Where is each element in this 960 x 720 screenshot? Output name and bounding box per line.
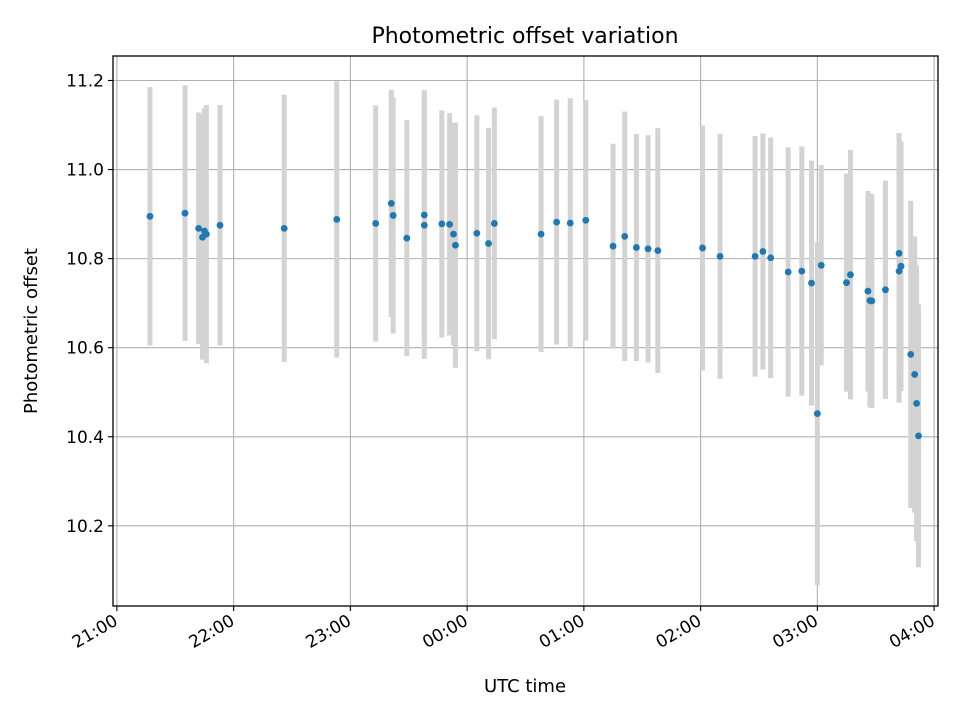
data-point [716,253,724,260]
data-point [537,230,545,238]
data-point [907,350,915,358]
data-point [582,216,590,224]
data-point [751,253,759,260]
data-point [420,221,428,229]
data-point [847,271,854,279]
data-point [609,242,617,250]
data-point [280,224,288,232]
data-point [644,245,652,253]
data-point [864,287,872,295]
data-point [372,220,380,227]
y-tick-label: 10.4 [66,428,104,448]
data-point [868,297,876,305]
data-points [146,200,922,440]
data-point [446,220,454,228]
data-point [767,254,775,262]
data-point [808,279,815,287]
data-point [389,212,397,219]
data-point [897,262,905,270]
data-point [387,200,395,207]
data-point [915,432,922,440]
chart-title: Photometric offset variation [371,24,678,49]
data-point [333,216,341,223]
y-tick-label: 10.8 [66,250,104,270]
plot-frame [112,55,939,607]
data-point [633,244,640,251]
data-point [882,286,889,294]
data-point [146,212,154,220]
y-tick-label: 11.2 [66,71,104,91]
data-point [181,209,189,217]
x-axis-label: UTC time [484,676,566,697]
data-point [784,268,792,276]
data-point [420,211,428,219]
y-tick-label: 10.6 [66,339,104,359]
data-point [895,249,903,257]
data-point [485,240,492,247]
data-point [403,234,411,242]
y-tick-label: 11.0 [66,161,104,181]
data-point [759,248,767,255]
data-point [817,261,825,269]
data-point [911,371,919,378]
y-tick-label: 10.2 [66,517,104,537]
y-axis-label: Photometric offset [21,248,42,414]
data-point [813,410,821,418]
data-point [195,224,203,232]
data-point [216,221,224,229]
data-point [913,399,920,407]
data-point [438,220,446,228]
data-point [553,218,561,226]
data-point [473,229,481,237]
data-point [490,220,498,227]
data-point [452,241,459,249]
data-point [621,232,629,240]
data-point [566,219,574,227]
data-point [654,247,662,255]
data-point [699,244,706,252]
data-point [202,230,210,238]
data-point [798,267,806,275]
data-point [843,279,850,287]
data-point [450,230,457,238]
